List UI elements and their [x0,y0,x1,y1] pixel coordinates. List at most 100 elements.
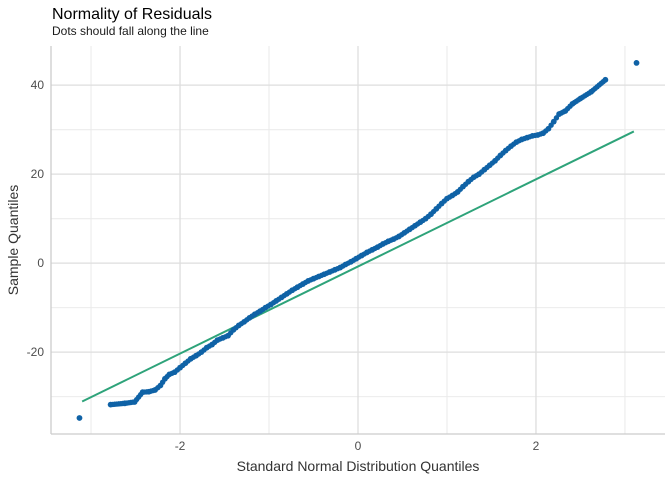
data-point [318,272,325,279]
data-point [212,339,218,346]
data-point [361,251,367,257]
data-point [276,296,282,302]
data-point [393,235,399,241]
y-axis-title: Sample Quantiles [5,185,21,296]
data-point [452,191,458,197]
reference-line [81,130,635,403]
data-point [190,354,197,360]
data-point [217,336,223,342]
data-point [238,320,245,327]
data-point [409,224,415,231]
data-point [457,186,464,192]
data-point [150,387,156,394]
data-point [425,213,431,220]
data-point [281,292,287,299]
data-point [206,343,213,349]
data-point [633,60,640,66]
data-point [543,128,549,134]
data-point [260,306,266,313]
y-tick-label: 0 [37,256,44,270]
x-tick-label: 0 [355,439,362,453]
data-point [324,270,330,276]
data-point [201,347,207,353]
y-tick-label: 20 [31,167,45,181]
data-point [521,135,528,142]
data-point [185,358,191,364]
data-point [174,367,181,373]
data-point [532,132,538,139]
data-point [265,303,271,309]
y-tick-label: -20 [27,345,45,359]
data-point [511,141,517,147]
data-point [436,203,442,209]
data-point [179,362,186,369]
points [76,60,640,421]
x-tick-label: 2 [533,439,540,453]
data-point [244,317,250,323]
data-point [516,138,522,144]
data-point [489,160,496,166]
data-point [548,122,554,128]
data-point [129,399,136,405]
data-point [169,370,175,376]
data-point [404,228,410,234]
data-point [377,242,383,249]
data-point [560,109,566,115]
grid [51,46,665,434]
data-point [388,237,394,243]
data-point [254,310,261,316]
x-tick-label: -2 [175,439,186,453]
data-point [137,391,144,398]
data-point [233,324,239,331]
data-point [196,351,202,357]
data-point [473,173,480,179]
data-point [286,289,293,295]
data-point [120,400,126,407]
data-point [366,248,373,254]
data-point [270,300,277,306]
data-point [159,379,166,385]
data-point [164,373,170,380]
data-point [478,169,485,175]
data-point [484,164,490,171]
data-point [505,145,512,152]
data-point [495,155,501,161]
data-point [340,263,346,269]
x-axis-title: Standard Normal Distribution Quantiles [237,458,480,474]
data-point [462,181,469,187]
data-point [222,334,229,340]
data-point [414,221,421,227]
data-point [567,103,573,109]
data-point [500,150,506,156]
data-point [575,97,582,103]
data-point [430,208,437,215]
data-point [76,415,83,421]
data-point [155,385,161,391]
data-point [302,279,309,286]
data-point [441,198,448,204]
data-point [468,176,474,183]
chart-title: Normality of Residuals [52,6,213,23]
data-point [398,231,405,238]
chart-subtitle: Dots should fall along the line [52,24,209,38]
data-point [420,217,426,224]
data-point [329,268,335,274]
data-point [527,134,533,140]
data-point [350,257,357,263]
data-point [586,90,592,96]
data-point [382,239,389,246]
data-point [372,245,378,252]
data-point [334,265,341,272]
data-point [356,254,362,260]
data-point [537,131,544,137]
data-point [345,260,351,266]
data-point [313,274,319,281]
data-point [308,277,314,283]
data-point [144,389,150,395]
y-tick-label: 40 [31,78,45,92]
data-point [292,286,298,292]
data-point [297,282,303,289]
data-point [228,330,234,336]
